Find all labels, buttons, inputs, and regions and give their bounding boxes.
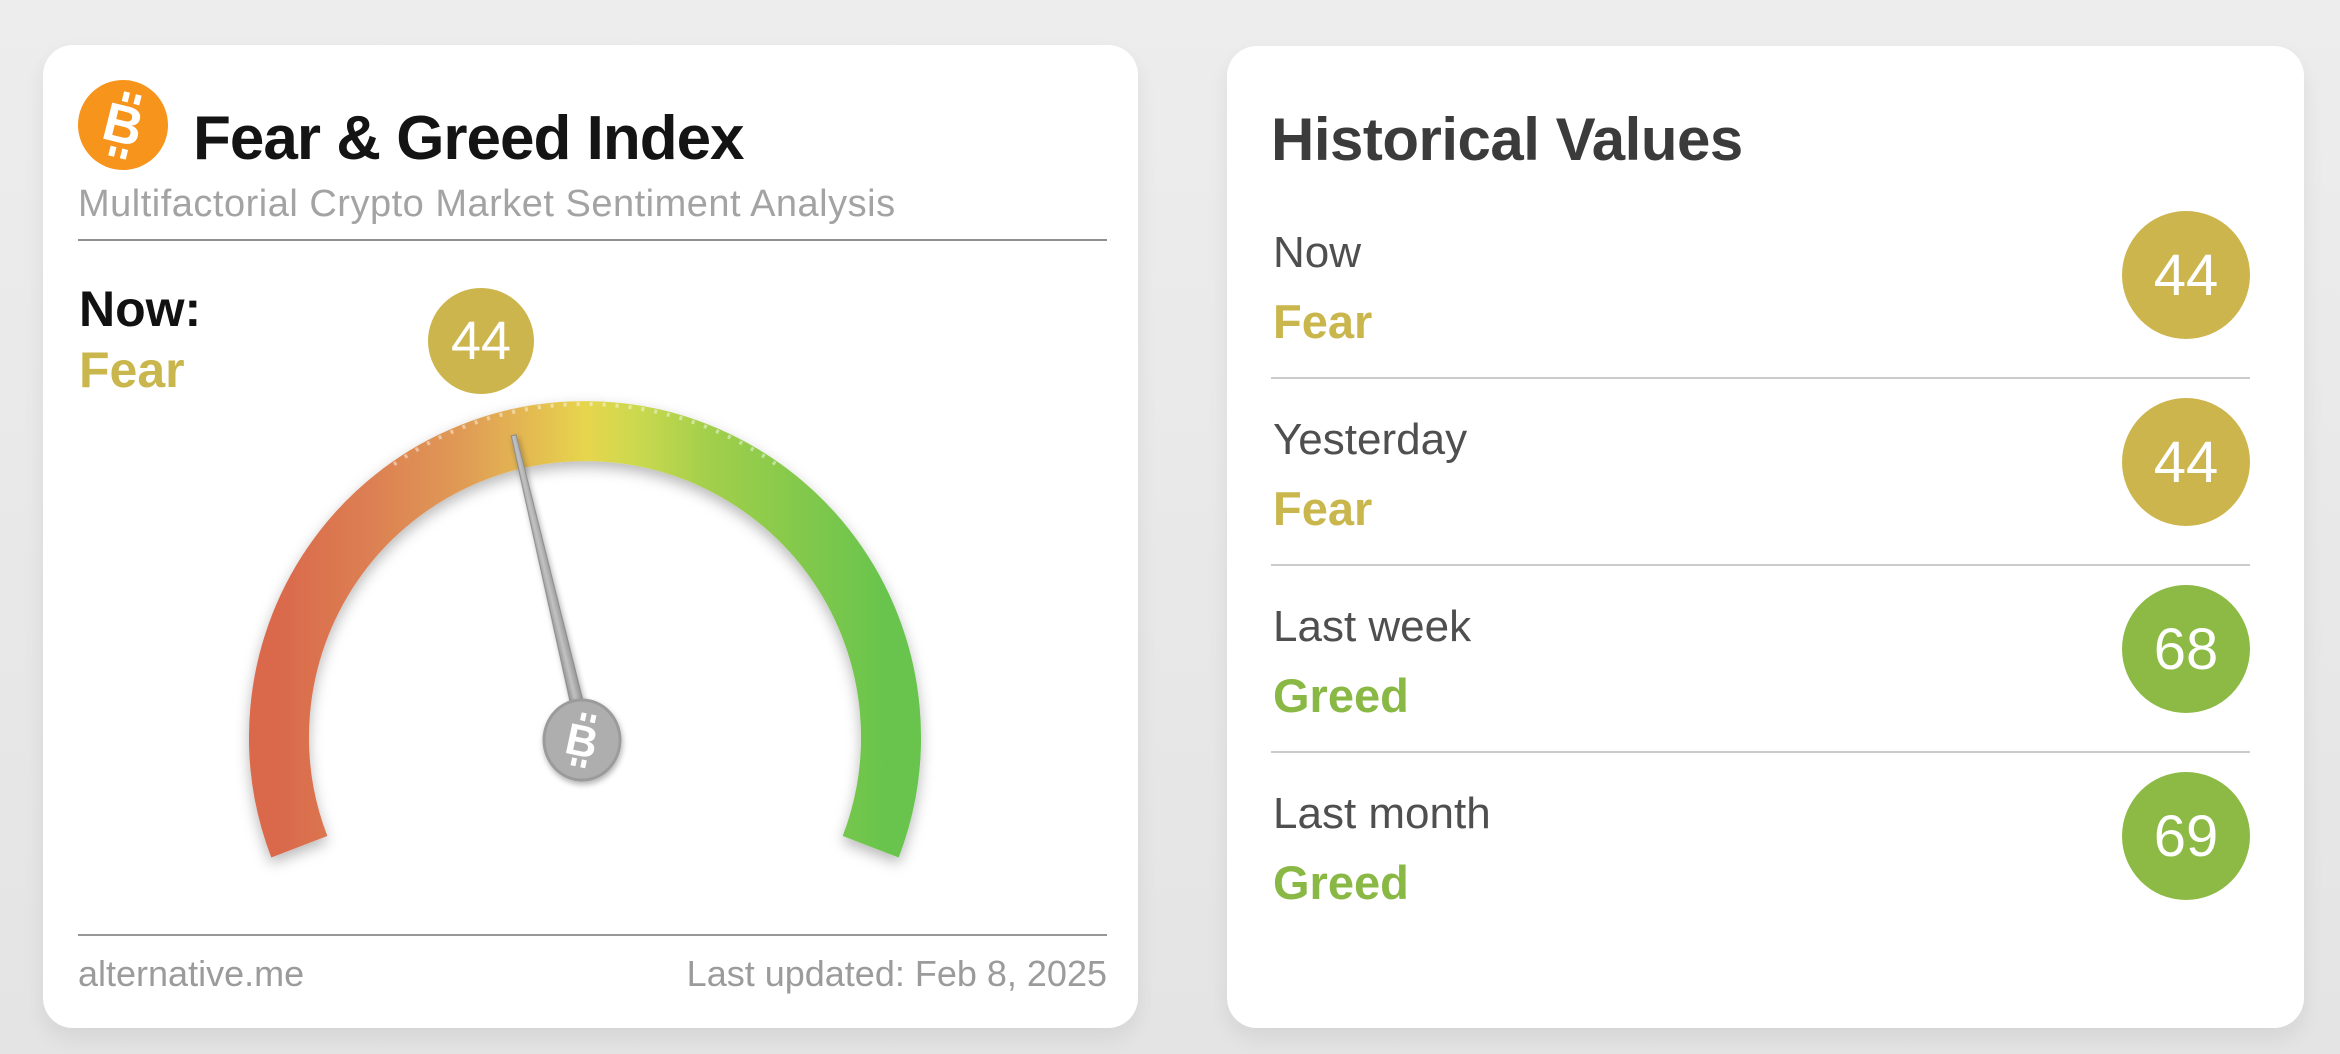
footer-divider	[78, 934, 1107, 936]
historical-row-yesterday: Yesterday Fear 44	[1271, 398, 2250, 602]
historical-rows: Now Fear 44 Yesterday Fear 44 Last week …	[1271, 211, 2250, 976]
gauge-needle	[510, 434, 594, 743]
svg-text:B: B	[97, 91, 149, 159]
row-value: 44	[2153, 242, 2219, 308]
row-sentiment: Fear	[1273, 295, 1373, 348]
footer-source-link[interactable]: alternative.me	[78, 953, 305, 994]
row-label: Now	[1273, 228, 1362, 277]
historical-row-now: Now Fear 44	[1271, 211, 2250, 415]
row-sentiment: Fear	[1273, 482, 1373, 535]
row-value-badge: 44	[2122, 211, 2250, 339]
now-sentiment: Fear	[79, 342, 185, 398]
card-subtitle: Multifactorial Crypto Market Sentiment A…	[78, 183, 896, 225]
historical-values-card: Historical Values Now Fear 44 Yesterday …	[1227, 46, 2304, 1028]
bitcoin-coin-icon: B	[542, 698, 622, 782]
fear-greed-gauge: B	[249, 401, 921, 858]
bitcoin-icon: B	[78, 80, 168, 170]
gauge-arc	[249, 401, 921, 858]
row-sentiment: Greed	[1273, 669, 1409, 722]
row-label: Yesterday	[1273, 415, 1468, 464]
gauge-value: 44	[450, 311, 512, 371]
row-divider	[1271, 751, 2250, 753]
gauge-value-badge: 44	[428, 288, 534, 394]
row-value: 69	[2153, 803, 2219, 869]
row-value-badge: 44	[2122, 398, 2250, 526]
row-label: Last week	[1273, 602, 1472, 651]
row-value: 44	[2153, 429, 2219, 495]
bitcoin-icon-glyph: B	[97, 91, 149, 160]
row-sentiment: Greed	[1273, 856, 1409, 909]
historical-title: Historical Values	[1271, 106, 1743, 173]
card-title: Fear & Greed Index	[193, 104, 745, 173]
row-label: Last month	[1273, 789, 1491, 838]
fear-greed-card: B Fear & Greed Index Multifactorial Cryp…	[43, 45, 1138, 1028]
historical-row-last-week: Last week Greed 68	[1271, 585, 2250, 789]
row-value: 68	[2153, 616, 2219, 682]
header-divider	[78, 239, 1107, 241]
footer-last-updated: Last updated: Feb 8, 2025	[686, 953, 1107, 994]
row-divider	[1271, 564, 2250, 566]
row-divider	[1271, 377, 2250, 379]
row-value-badge: 68	[2122, 585, 2250, 713]
now-label: Now:	[79, 281, 202, 337]
historical-row-last-month: Last month Greed 69	[1271, 772, 2250, 976]
row-value-badge: 69	[2122, 772, 2250, 900]
